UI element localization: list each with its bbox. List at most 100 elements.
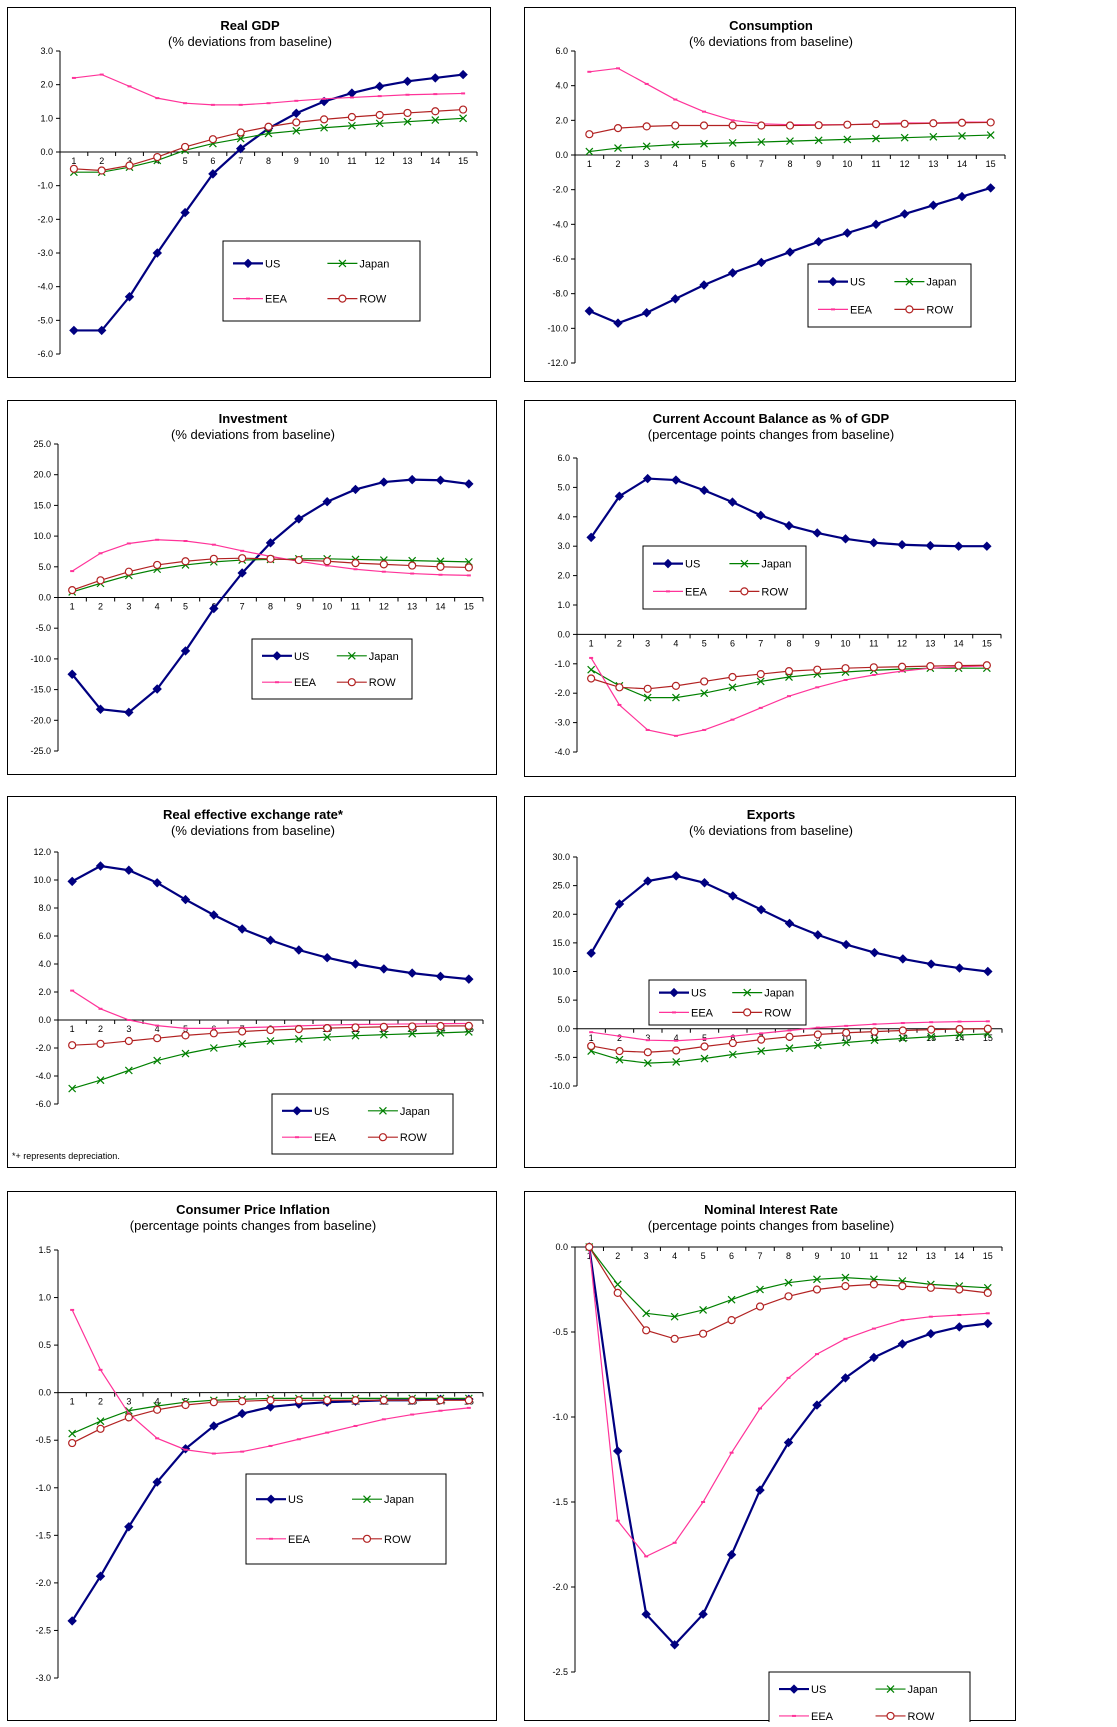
x-tick-label: 5 — [183, 156, 188, 166]
x-tick-label: 5 — [701, 1251, 706, 1261]
data-point-us — [407, 968, 417, 978]
x-tick-label: 10 — [841, 1033, 851, 1043]
data-point-japan — [431, 116, 440, 124]
legend-item-row: ROW — [875, 1711, 935, 1722]
data-point-row — [208, 135, 217, 144]
legend-item-eea: EEA — [282, 1132, 337, 1144]
y-tick-label: 0.0 — [557, 629, 570, 639]
data-point-japan — [124, 1406, 133, 1415]
data-point-row — [843, 120, 852, 129]
data-point-japan — [408, 1029, 417, 1038]
legend-label-japan: Japan — [384, 1494, 414, 1506]
data-point-row — [613, 124, 623, 133]
y-tick-label: 2.0 — [555, 115, 568, 125]
legend-item-eea: EEA — [233, 294, 288, 306]
x-tick-label: 10 — [841, 638, 851, 648]
chart-exports: Exports(% deviations from baseline) -10.0… — [549, 807, 1003, 1091]
data-point-us — [869, 537, 879, 548]
data-point-japan — [927, 1032, 936, 1041]
data-point-row — [97, 166, 106, 175]
data-point-japan — [784, 1278, 793, 1287]
data-point-us — [435, 475, 446, 485]
legend-item-japan: Japan — [336, 651, 399, 663]
data-point-us — [464, 974, 474, 984]
data-point-row — [929, 119, 938, 128]
legend: US Japan EEA ROW — [807, 263, 972, 328]
legend-label-us: US — [294, 651, 309, 663]
data-point-row — [351, 1023, 360, 1032]
data-point-row — [812, 1285, 822, 1294]
data-point-row — [209, 1398, 218, 1407]
legend-item-row: ROW — [894, 304, 954, 316]
x-tick-label: 3 — [644, 1251, 649, 1261]
chart-panel-current-account: Current Account Balance as % of GDP (perc… — [524, 400, 1016, 777]
data-point-us — [69, 325, 79, 336]
y-tick-label: -5.0 — [37, 315, 53, 325]
x-tick-label: 2 — [615, 1251, 620, 1261]
data-point-japan — [813, 1275, 821, 1284]
data-point-japan — [642, 1309, 651, 1318]
data-point-row — [379, 1396, 388, 1405]
data-point-us — [67, 876, 77, 887]
y-tick-label: 2.0 — [38, 987, 51, 997]
data-point-us — [727, 497, 738, 507]
chart-title: Real effective exchange rate* — [163, 807, 344, 822]
data-point-row — [871, 120, 881, 129]
y-tick-label: 10.0 — [33, 875, 51, 885]
data-point-row — [898, 1026, 907, 1035]
data-point-row — [841, 1281, 850, 1291]
y-tick-label: -10.0 — [549, 1081, 570, 1091]
data-point-japan — [464, 1027, 473, 1036]
data-point-us — [898, 954, 908, 964]
data-point-japan — [68, 1084, 77, 1093]
legend-label-row: ROW — [369, 677, 397, 689]
data-point-row — [756, 669, 765, 679]
data-point-row — [615, 683, 624, 692]
y-tick-label: 6.0 — [555, 46, 568, 56]
chart-note: *+ represents depreciation. — [12, 1151, 120, 1161]
data-point-japan — [671, 140, 680, 149]
x-tick-label: 14 — [957, 159, 967, 169]
y-tick-label: 4.0 — [555, 81, 568, 91]
data-point-row — [408, 561, 417, 570]
y-tick-label: -6.0 — [552, 254, 568, 264]
y-tick-label: -10.0 — [547, 323, 568, 333]
legend: US Japan EEA ROW — [222, 240, 421, 322]
data-point-japan — [320, 123, 329, 132]
legend-item-us: US — [282, 1106, 329, 1118]
y-tick-label: 5.0 — [38, 562, 51, 572]
data-point-row — [124, 567, 133, 576]
y-tick-label: 5.0 — [557, 995, 570, 1005]
data-point-row — [955, 1285, 964, 1294]
x-tick-label: 12 — [375, 156, 385, 166]
x-tick-label: 15 — [464, 602, 474, 612]
data-point-row — [982, 661, 991, 670]
data-point-japan — [843, 135, 852, 144]
data-point-us — [985, 183, 996, 193]
x-tick-label: 12 — [900, 159, 910, 169]
legend-label-us: US — [685, 559, 700, 571]
data-point-us — [124, 865, 134, 875]
y-tick-label: -4.0 — [552, 219, 568, 229]
y-tick-label: -1.0 — [554, 659, 570, 669]
data-point-us — [614, 899, 625, 909]
data-point-japan — [347, 121, 356, 130]
legend-item-japan: Japan — [894, 277, 956, 289]
legend-marker-us — [663, 558, 673, 569]
y-tick-label: 10.0 — [33, 531, 51, 541]
data-point-row — [124, 1413, 133, 1422]
chart-subtitle: (% deviations from baseline) — [171, 427, 335, 442]
x-tick-label: 8 — [787, 159, 792, 169]
legend-box — [271, 1093, 454, 1155]
legend-marker-us — [266, 1494, 276, 1504]
data-point-us — [294, 514, 304, 524]
data-point-row — [181, 1400, 190, 1410]
x-tick-label: 4 — [672, 1251, 677, 1261]
data-point-row — [643, 684, 652, 693]
chart-subtitle: (% deviations from baseline) — [168, 34, 332, 49]
data-point-us — [871, 219, 881, 230]
legend-marker-japan — [338, 259, 347, 268]
data-point-japan — [615, 1055, 624, 1064]
chart-interest-rate: Nominal Interest Rate(percentage points … — [552, 1202, 1003, 1722]
data-point-row — [642, 1326, 651, 1335]
